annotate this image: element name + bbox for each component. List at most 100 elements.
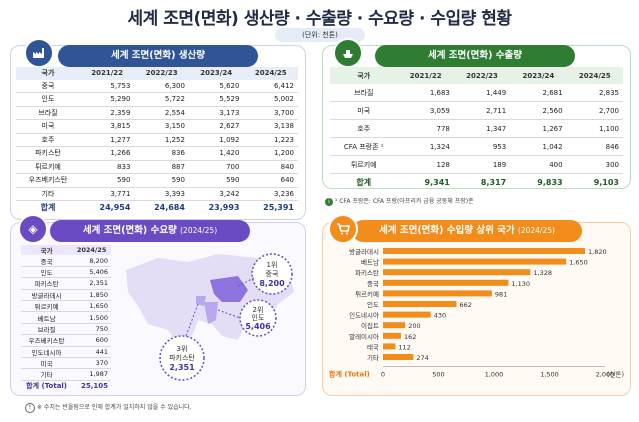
table-total-row: 합계 24,954 24,684 23,993 25,391 bbox=[16, 201, 298, 214]
x-tick-label: 0 bbox=[381, 371, 385, 379]
column-header: 2022/23 bbox=[134, 67, 189, 80]
table-header-row: 국가 2024/25 bbox=[21, 245, 111, 256]
value-cell: 1,347 bbox=[453, 119, 511, 138]
value-cell: 840 bbox=[243, 160, 298, 174]
map-region-pakistan bbox=[196, 296, 206, 306]
table-row: 방글라데시 1,850 bbox=[21, 289, 111, 301]
category-label: 인도네시아 bbox=[349, 311, 379, 320]
callout-rank-1: 1위 bbox=[267, 261, 278, 269]
country-cell: 미국 bbox=[330, 101, 398, 120]
value-cell: 1,500 bbox=[72, 311, 111, 324]
value-cell: 2,681 bbox=[510, 84, 567, 102]
table-row: 우즈베키스탄 600 bbox=[21, 334, 111, 347]
import-bar bbox=[383, 354, 414, 360]
value-cell: 1,683 bbox=[397, 84, 454, 102]
total-label: 합계 bbox=[40, 202, 56, 212]
import-bar bbox=[383, 248, 586, 254]
value-cell: 1,223 bbox=[243, 133, 298, 147]
callout-circle-2 bbox=[239, 299, 277, 337]
map-region-china bbox=[210, 276, 248, 302]
total-cell: 8,317 bbox=[480, 178, 507, 187]
country-cell: 미국 bbox=[16, 119, 80, 134]
value-cell: 1,092 bbox=[188, 133, 244, 147]
value-cell: 2,351 bbox=[72, 277, 111, 290]
country-cell: 튀르키예 bbox=[21, 300, 73, 313]
value-cell: 1,200 bbox=[243, 146, 298, 161]
value-cell: 590 bbox=[79, 173, 135, 188]
value-cell: 750 bbox=[72, 323, 111, 336]
value-cell: 887 bbox=[134, 160, 189, 174]
exports-footnote: i ¹ CFA 프랑존: CFA 프랑(아프리카 금융 공동체 프랑)존 bbox=[325, 196, 474, 206]
value-cell: 846 bbox=[566, 137, 623, 156]
table-header-row: 국가 2021/22 2022/23 2023/24 2024/25 bbox=[16, 67, 298, 80]
value-cell: 1,324 bbox=[397, 137, 454, 156]
country-cell: 베트남 bbox=[21, 311, 73, 324]
imports-total-label: 합계 (Total) bbox=[329, 370, 370, 379]
table-row: 파키스탄 2,351 bbox=[21, 277, 111, 290]
x-tick-label: 1,000 bbox=[485, 371, 504, 379]
country-cell: 브라질 bbox=[330, 84, 398, 102]
page-title: 세계 조면(면화) 생산량 · 수출량 · 수요량 · 수입량 현황 bbox=[127, 9, 512, 29]
column-header: 국가 bbox=[16, 67, 80, 80]
country-cell: 중국 bbox=[21, 255, 73, 267]
import-bar bbox=[383, 301, 457, 307]
table-row: 브라질 750 bbox=[21, 323, 111, 336]
value-cell: 590 bbox=[188, 173, 244, 188]
value-cell: 1,650 bbox=[72, 300, 111, 313]
country-cell: 인도네시아 bbox=[21, 346, 73, 358]
category-label: 기타 bbox=[367, 353, 379, 362]
value-cell: 5,290 bbox=[79, 92, 135, 107]
value-cell: 6,300 bbox=[134, 79, 189, 93]
callout-country-3: 파키스탄 bbox=[169, 353, 195, 362]
table-row: 미국 3,815 3,150 2,627 3,138 bbox=[16, 119, 298, 134]
country-cell: 브라질 bbox=[16, 106, 80, 120]
value-cell: 833 bbox=[79, 160, 135, 174]
import-bar bbox=[383, 279, 509, 286]
value-cell: 3,236 bbox=[243, 187, 298, 201]
bottom-note: ! ※ 수치는 반올림으로 인해 합계가 일치하지 않을 수 있습니다. bbox=[25, 402, 192, 413]
data-label: 430 bbox=[434, 312, 446, 320]
value-cell: 2,711 bbox=[453, 101, 511, 120]
value-cell: 640 bbox=[243, 173, 298, 188]
total-cell: 9,103 bbox=[593, 178, 619, 187]
info-icon: i bbox=[325, 198, 333, 206]
column-header: 국가 bbox=[330, 67, 398, 84]
production-heading: 세계 조면(면화) 생산량 bbox=[58, 45, 258, 67]
value-cell: 3,815 bbox=[79, 119, 135, 134]
data-label: 1,650 bbox=[569, 259, 588, 267]
import-bar bbox=[383, 290, 492, 297]
country-cell: 파키스탄 bbox=[16, 146, 80, 161]
table-row: 호주 1,277 1,252 1,092 1,223 bbox=[16, 133, 298, 147]
country-cell: 우즈베키스탄 bbox=[21, 334, 73, 347]
table-row: 기타 1,987 bbox=[21, 368, 111, 381]
country-cell: 미국 bbox=[21, 357, 73, 370]
callout-country-1: 중국 bbox=[266, 270, 279, 278]
total-label: 합계 bbox=[356, 178, 372, 187]
value-cell: 2,835 bbox=[566, 84, 623, 102]
callout-value-3: 2,351 bbox=[169, 363, 195, 372]
value-cell: 2,700 bbox=[566, 101, 623, 120]
exports-heading: 세계 조면(면화) 수출량 bbox=[375, 45, 575, 67]
column-header: 2021/22 bbox=[79, 67, 135, 80]
callout-value-2: 5,406 bbox=[245, 322, 271, 331]
data-label: 1,328 bbox=[533, 269, 552, 277]
data-label: 274 bbox=[416, 354, 428, 362]
country-cell: 인도 bbox=[16, 92, 80, 107]
import-bar bbox=[383, 343, 396, 350]
value-cell: 1,267 bbox=[510, 119, 567, 138]
total-cell: 25,105 bbox=[80, 381, 108, 390]
country-cell: 우즈베키스탄 bbox=[16, 173, 80, 188]
category-label: 말레이시아 bbox=[349, 332, 379, 341]
column-header: 국가 bbox=[21, 245, 73, 256]
value-cell: 600 bbox=[72, 334, 111, 347]
data-label: 112 bbox=[398, 343, 410, 351]
total-cell: 23,993 bbox=[208, 202, 240, 212]
total-cell: 9,341 bbox=[424, 178, 450, 187]
country-cell: 방글라데시 bbox=[21, 289, 73, 301]
value-cell: 700 bbox=[188, 160, 244, 174]
column-header: 2024/25 bbox=[243, 67, 298, 80]
table-row: 브라질 1,683 1,449 2,681 2,835 bbox=[330, 84, 623, 102]
value-cell: 3,150 bbox=[134, 119, 189, 134]
table-row: 인도네시아 441 bbox=[21, 346, 111, 358]
country-cell: 중국 bbox=[16, 79, 80, 93]
